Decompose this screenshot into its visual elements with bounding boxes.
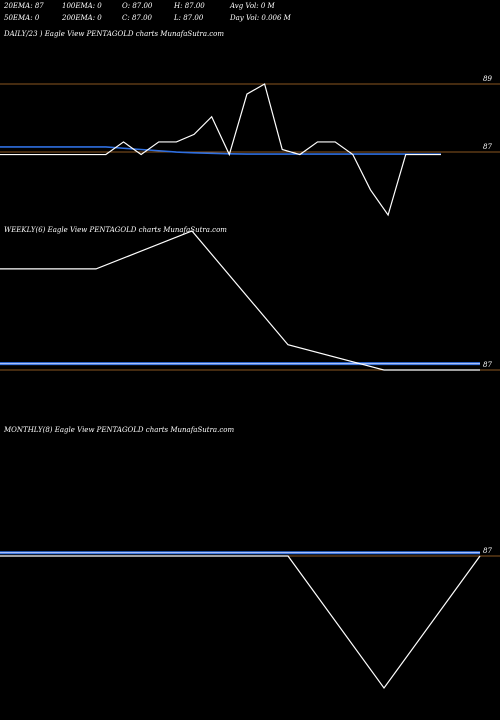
monthly-price-line	[0, 555, 481, 690]
daily-price-line	[0, 83, 441, 217]
stat-close: C: 87.00	[122, 14, 152, 22]
stat-high: H: 87.00	[174, 2, 205, 10]
monthly-tick-label-87: 87	[483, 547, 492, 555]
monthly-panel-title: MONTHLY(8) Eagle View PENTAGOLD charts M…	[4, 426, 235, 434]
daily-ema-line	[0, 146, 441, 155]
daily-panel-title: DAILY/23 ) Eagle View PENTAGOLD charts M…	[4, 30, 225, 38]
stat-day-vol: Day Vol: 0.006 M	[230, 14, 291, 22]
stat-200ema: 200EMA: 0	[62, 14, 102, 22]
daily-tick-label-87: 87	[483, 143, 492, 151]
stat-avg-vol: Avg Vol: 0 M	[230, 2, 275, 10]
weekly-tick-label-87: 87	[483, 361, 492, 369]
daily-tick-label-89: 89	[483, 75, 492, 83]
weekly-price-line	[0, 230, 480, 371]
stat-open: O: 87.00	[122, 2, 153, 10]
stat-low: L: 87.00	[174, 14, 204, 22]
weekly-panel-title: WEEKLY(6) Eagle View PENTAGOLD charts Mu…	[4, 226, 227, 234]
stat-20ema: 20EMA: 87	[4, 2, 44, 10]
stat-100ema: 100EMA: 0	[62, 2, 102, 10]
stat-50ema: 50EMA: 0	[4, 14, 40, 22]
